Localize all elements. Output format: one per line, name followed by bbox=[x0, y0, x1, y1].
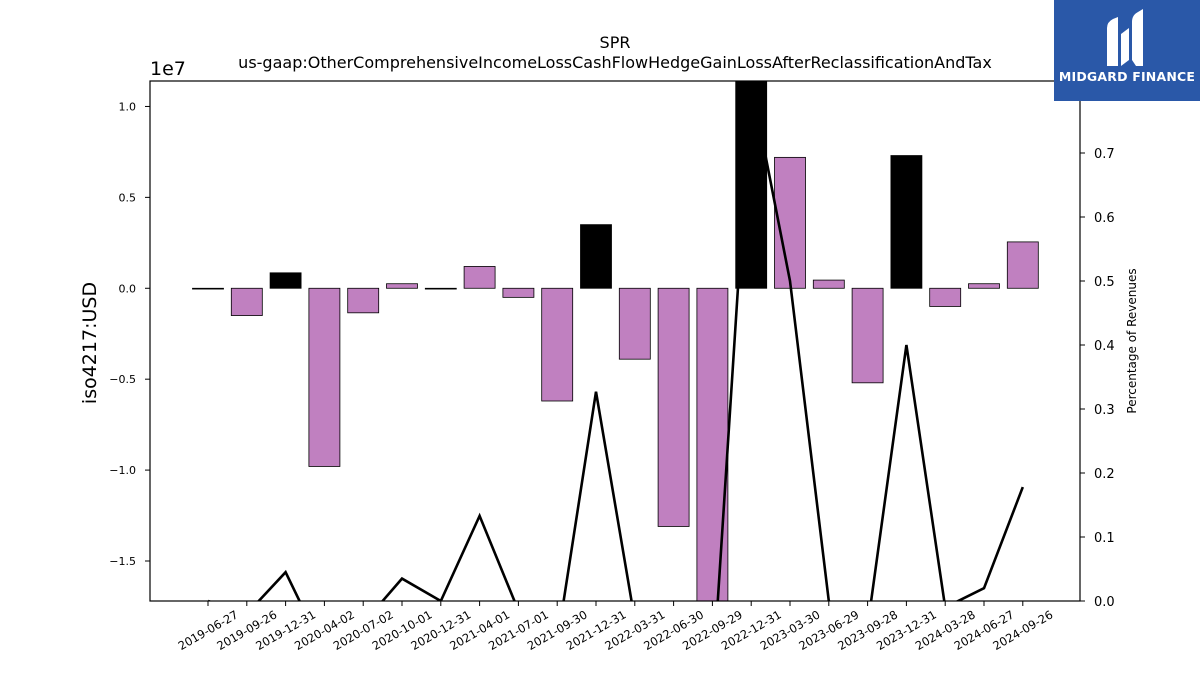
y-tick-label: 1.0 bbox=[119, 100, 137, 113]
bar-2019-06-27 bbox=[192, 287, 224, 290]
bar-2019-09-26 bbox=[230, 287, 263, 316]
bar-2023-09-28 bbox=[851, 287, 884, 384]
y2-tick-label: 0.0 bbox=[1094, 595, 1115, 610]
y2-tick-label: 0.4 bbox=[1094, 339, 1115, 354]
y2-axis-label: Percentage of Revenues bbox=[1125, 268, 1139, 413]
bar-2020-12-31 bbox=[424, 287, 457, 290]
y-tick-label: −1.0 bbox=[109, 464, 136, 477]
percentage-of-revenues-line bbox=[208, 82, 1025, 601]
y-offset-label: 1e7 bbox=[150, 58, 186, 80]
brand-logo: MIDGARD FINANCE bbox=[1054, 0, 1200, 101]
bar-2021-04-01 bbox=[463, 266, 496, 289]
bar-2023-06-29 bbox=[812, 279, 845, 289]
y-tick-label: −1.5 bbox=[109, 555, 136, 568]
bar-2024-03-28 bbox=[929, 287, 962, 307]
bar-2022-09-29 bbox=[696, 287, 729, 601]
chart-subtitle: us-gaap:OtherComprehensiveIncomeLossCash… bbox=[238, 53, 992, 72]
bar-2019-12-31 bbox=[269, 272, 302, 289]
bar-2021-07-01 bbox=[502, 287, 535, 298]
y2-tick-label: 0.6 bbox=[1094, 211, 1115, 226]
y-axis-label: iso4217:USD bbox=[79, 282, 101, 404]
bar-2020-07-02 bbox=[347, 287, 380, 314]
bar-2023-12-31 bbox=[890, 155, 923, 289]
y2-tick-label: 0.2 bbox=[1094, 467, 1115, 482]
bar-2022-03-31 bbox=[618, 287, 651, 360]
y2-tick-label: 0.5 bbox=[1094, 275, 1115, 290]
bar-2022-06-30 bbox=[657, 287, 690, 527]
bar-2020-10-01 bbox=[386, 283, 418, 289]
plot-frame bbox=[149, 80, 1081, 602]
bar-2024-09-26 bbox=[1006, 241, 1039, 289]
chart-title: SPR bbox=[600, 33, 631, 52]
bar-2024-06-27 bbox=[968, 283, 1000, 289]
y-tick-label: −0.5 bbox=[109, 373, 136, 386]
bar-2021-12-31 bbox=[580, 224, 612, 289]
y-tick-label: 0.0 bbox=[119, 282, 137, 295]
y2-tick-label: 0.7 bbox=[1094, 147, 1115, 162]
brand-name: MIDGARD FINANCE bbox=[1058, 69, 1196, 84]
y2-tick-label: 0.3 bbox=[1094, 403, 1115, 418]
y-tick-label: 0.5 bbox=[119, 191, 137, 204]
bar-2020-04-02 bbox=[308, 287, 341, 467]
midgard-logo-icon bbox=[1107, 9, 1143, 66]
y2-tick-label: 0.1 bbox=[1094, 531, 1115, 546]
bar-2021-09-30 bbox=[541, 287, 574, 402]
